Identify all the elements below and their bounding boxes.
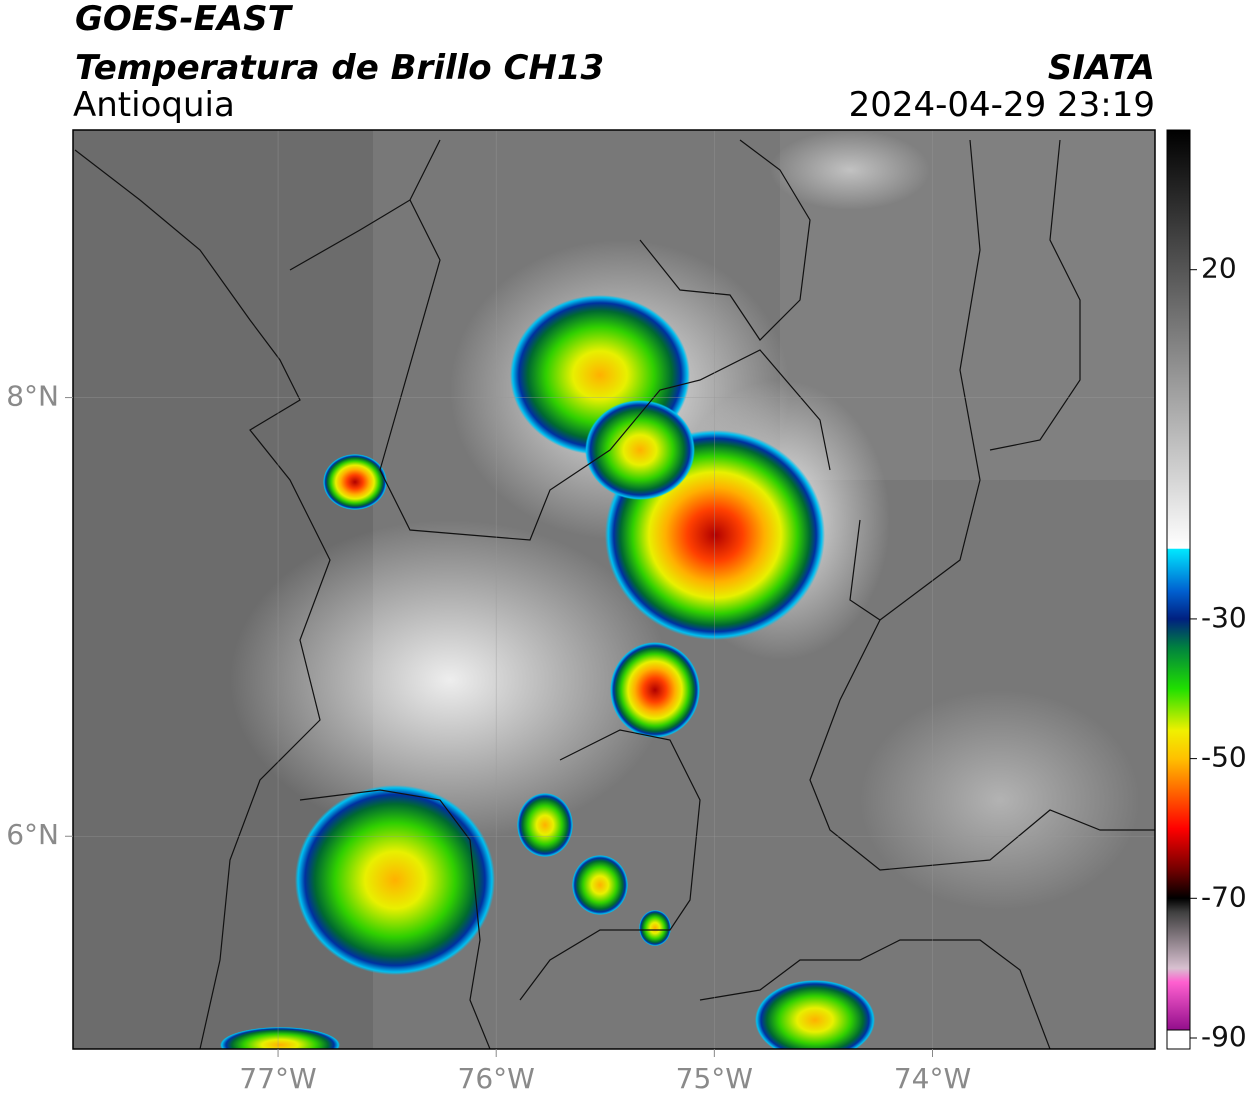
colorbar — [1167, 130, 1190, 1038]
graticule — [73, 130, 1155, 1049]
colorbar-tick-label: -50 — [1201, 741, 1247, 774]
colorbar-tick-label: -30 — [1201, 601, 1247, 634]
lon-tick-label: 76°W — [458, 1062, 535, 1095]
title-line1: GOES-EAST — [75, 0, 294, 39]
title-line2: Temperatura de Brillo CH13 — [75, 48, 604, 88]
map-frame — [72, 129, 1156, 1050]
lon-tick-label: 75°W — [676, 1062, 753, 1095]
source: SIATA — [1048, 48, 1155, 88]
map-image — [73, 130, 1155, 1049]
lat-tick-label: 8°N — [6, 380, 59, 413]
region: Antioquia — [73, 85, 235, 125]
colorbar-under — [1166, 1029, 1191, 1050]
lon-tick-label: 77°W — [239, 1062, 316, 1095]
colorbar-tick-label: 20 — [1201, 252, 1237, 285]
colorbar-frame — [1166, 129, 1191, 1050]
colorbar-tick-label: -90 — [1201, 1020, 1247, 1053]
lat-tick-label: 6°N — [6, 818, 59, 851]
lon-tick-label: 74°W — [894, 1062, 971, 1095]
colorbar-tick-label: -70 — [1201, 880, 1247, 913]
datetime: 2024-04-29 23:19 — [849, 85, 1155, 125]
